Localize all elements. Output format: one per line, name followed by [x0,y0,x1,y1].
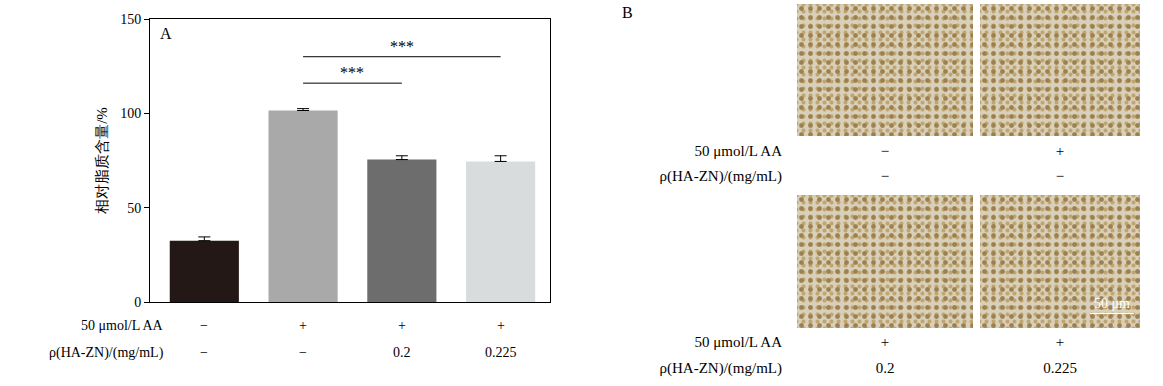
svg-text:−: − [200,345,208,360]
html-text:0.225: 0.225 [1043,360,1077,376]
html-text:50 μmol/L AA: 50 μmol/L AA [694,334,782,350]
svg-text:100: 100 [120,106,141,121]
html-text:50 μm: 50 μm [1094,296,1130,311]
svg-text:50 μmol/L AA: 50 μmol/L AA [81,318,164,333]
svg-text:0: 0 [134,295,141,310]
svg-text:0.225: 0.225 [485,345,517,360]
svg-text:***: *** [340,64,364,81]
html-text:B: B [622,4,633,21]
svg-text:50: 50 [127,201,141,216]
html-text:50 μmol/L AA: 50 μmol/L AA [694,143,782,159]
svg-text:−: − [200,318,208,333]
svg-text:−: − [299,345,307,360]
svg-text:+: + [398,318,406,333]
svg-text:+: + [299,318,307,333]
svg-text:+: + [497,318,505,333]
html-text:0.2: 0.2 [875,360,895,376]
svg-text:0.2: 0.2 [393,345,411,360]
html-text:ρ(HA-ZN)/(mg/mL): ρ(HA-ZN)/(mg/mL) [659,360,782,376]
svg-text:A: A [160,25,172,42]
html-text:ρ(HA-ZN)/(mg/mL): ρ(HA-ZN)/(mg/mL) [659,168,782,184]
svg-text:***: *** [390,38,414,55]
svg-text:ρ(HA-ZN)/(mg/mL): ρ(HA-ZN)/(mg/mL) [49,345,164,361]
svg-text:相对脂质含量/%: 相对脂质含量/% [94,107,110,214]
svg-text:150: 150 [120,12,141,27]
